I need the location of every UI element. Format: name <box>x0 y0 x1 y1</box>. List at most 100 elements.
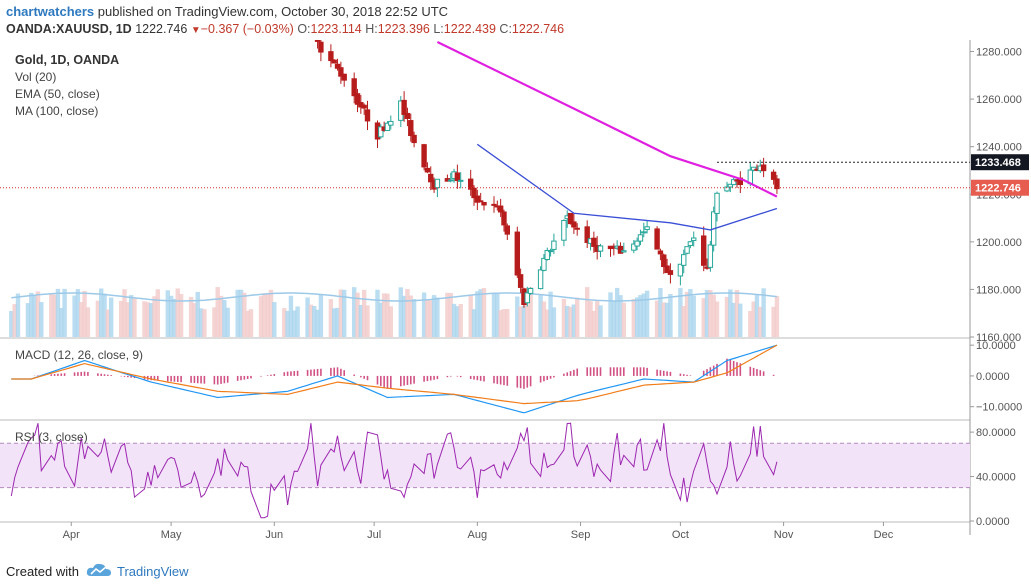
candle-body <box>634 240 640 247</box>
candle-body <box>458 179 464 182</box>
volume-bar <box>198 308 204 337</box>
candle-body <box>517 274 524 288</box>
volume-bar <box>614 287 620 337</box>
candle-body <box>774 178 780 190</box>
volume-bar <box>691 295 696 337</box>
high-label: H: <box>365 22 378 36</box>
author-name[interactable]: chartwatchers <box>6 4 95 19</box>
volume-bar <box>218 295 224 337</box>
volume-bar <box>734 289 740 337</box>
volume-bar <box>458 304 463 337</box>
volume-bar <box>498 310 503 337</box>
change-value: −0.367 (−0.03%) <box>200 22 294 36</box>
volume-bar <box>172 298 177 337</box>
macd-line <box>11 344 778 414</box>
volume-bar <box>29 292 34 337</box>
last-price-badge-bg <box>971 179 1029 196</box>
candle-body <box>714 192 720 214</box>
candle-body <box>467 178 474 190</box>
ema-50-line <box>476 143 778 231</box>
ohlc-line: OANDA:XAUUSD, 1D 1222.746 ▼−0.367 (−0.03… <box>6 22 564 36</box>
candle-body <box>621 250 627 253</box>
candle-body <box>727 183 734 188</box>
chart-panes <box>0 40 971 535</box>
volume-bar <box>425 299 430 337</box>
volume-bar <box>398 287 403 337</box>
candle-body <box>591 237 597 247</box>
legend-volume: Vol (20) <box>15 70 56 84</box>
candle-body <box>338 67 344 77</box>
volume-bar <box>525 305 530 337</box>
volume-bar <box>638 295 643 337</box>
volume-bar <box>222 300 227 337</box>
volume-bar <box>445 292 450 337</box>
candles <box>314 40 780 308</box>
candle-body <box>544 249 550 260</box>
volume-bar <box>378 302 384 337</box>
volume-bar <box>39 302 44 337</box>
volume-bar <box>165 290 170 337</box>
volume-bar <box>588 301 593 337</box>
volume-bar <box>684 291 690 337</box>
volume-bar <box>142 301 147 337</box>
volume-bar <box>95 300 101 337</box>
candle-body <box>637 234 644 242</box>
candle-body <box>681 254 687 266</box>
volume-bar <box>751 301 756 337</box>
volume-bar <box>475 291 480 337</box>
volume-bar <box>478 289 483 337</box>
volume-bar <box>225 307 230 337</box>
candle-body <box>504 225 511 235</box>
volume-bar <box>481 287 487 337</box>
volume-bar <box>215 287 220 337</box>
candle-body <box>724 186 730 192</box>
time-tick-label: Nov <box>774 529 794 541</box>
volume-bar <box>338 289 344 337</box>
volume-bar <box>541 301 547 337</box>
macd-tick-label: −10.0000 <box>976 402 1022 414</box>
volume-bar <box>575 297 580 337</box>
candle-body <box>481 201 487 206</box>
volume-bar <box>312 305 317 337</box>
last-price: 1222.746 <box>135 22 188 36</box>
volume-bar <box>644 290 650 337</box>
last-price-badge: 1222.746 <box>975 183 1021 195</box>
candle-body <box>331 59 337 64</box>
volume-bar <box>611 300 617 337</box>
macd-tick-label: 0.0000 <box>976 371 1010 383</box>
volume-bar <box>262 293 267 337</box>
volume-bar <box>178 294 184 337</box>
volume-bar <box>728 289 733 337</box>
volume-bar <box>421 292 427 337</box>
volume-bar <box>518 306 523 337</box>
volume-bar <box>668 293 673 337</box>
legend-title: Gold, 1D, OANDA <box>15 53 119 67</box>
volume-bar <box>315 309 320 337</box>
volume-bar <box>285 310 290 337</box>
volume-bar <box>238 289 244 337</box>
volume-bar <box>308 304 314 337</box>
volume-bar <box>455 306 460 337</box>
rsi-tick-label: 40.0000 <box>976 472 1016 484</box>
price-tick-label: 1180.000 <box>976 284 1021 296</box>
candle-body <box>551 240 557 250</box>
volume-bar <box>411 299 417 337</box>
ma-100-line <box>436 41 778 198</box>
tradingview-link[interactable]: TradingView <box>117 564 189 579</box>
low-value: 1222.439 <box>443 22 496 36</box>
candle-body <box>477 200 484 203</box>
volume-bar <box>724 296 730 337</box>
volume-bar <box>701 298 706 337</box>
volume-bar <box>618 295 623 337</box>
candle-body <box>524 292 530 304</box>
volume-bar <box>758 306 763 337</box>
high-value: 1223.396 <box>377 22 430 36</box>
candle-body <box>434 178 441 189</box>
candle-body <box>454 172 461 182</box>
volume-bar <box>401 295 407 337</box>
time-tick-label: Jul <box>367 529 381 541</box>
volume-bar <box>342 289 347 337</box>
candle-body <box>378 126 384 138</box>
candle-body <box>597 245 604 252</box>
volume-bar <box>385 293 390 337</box>
